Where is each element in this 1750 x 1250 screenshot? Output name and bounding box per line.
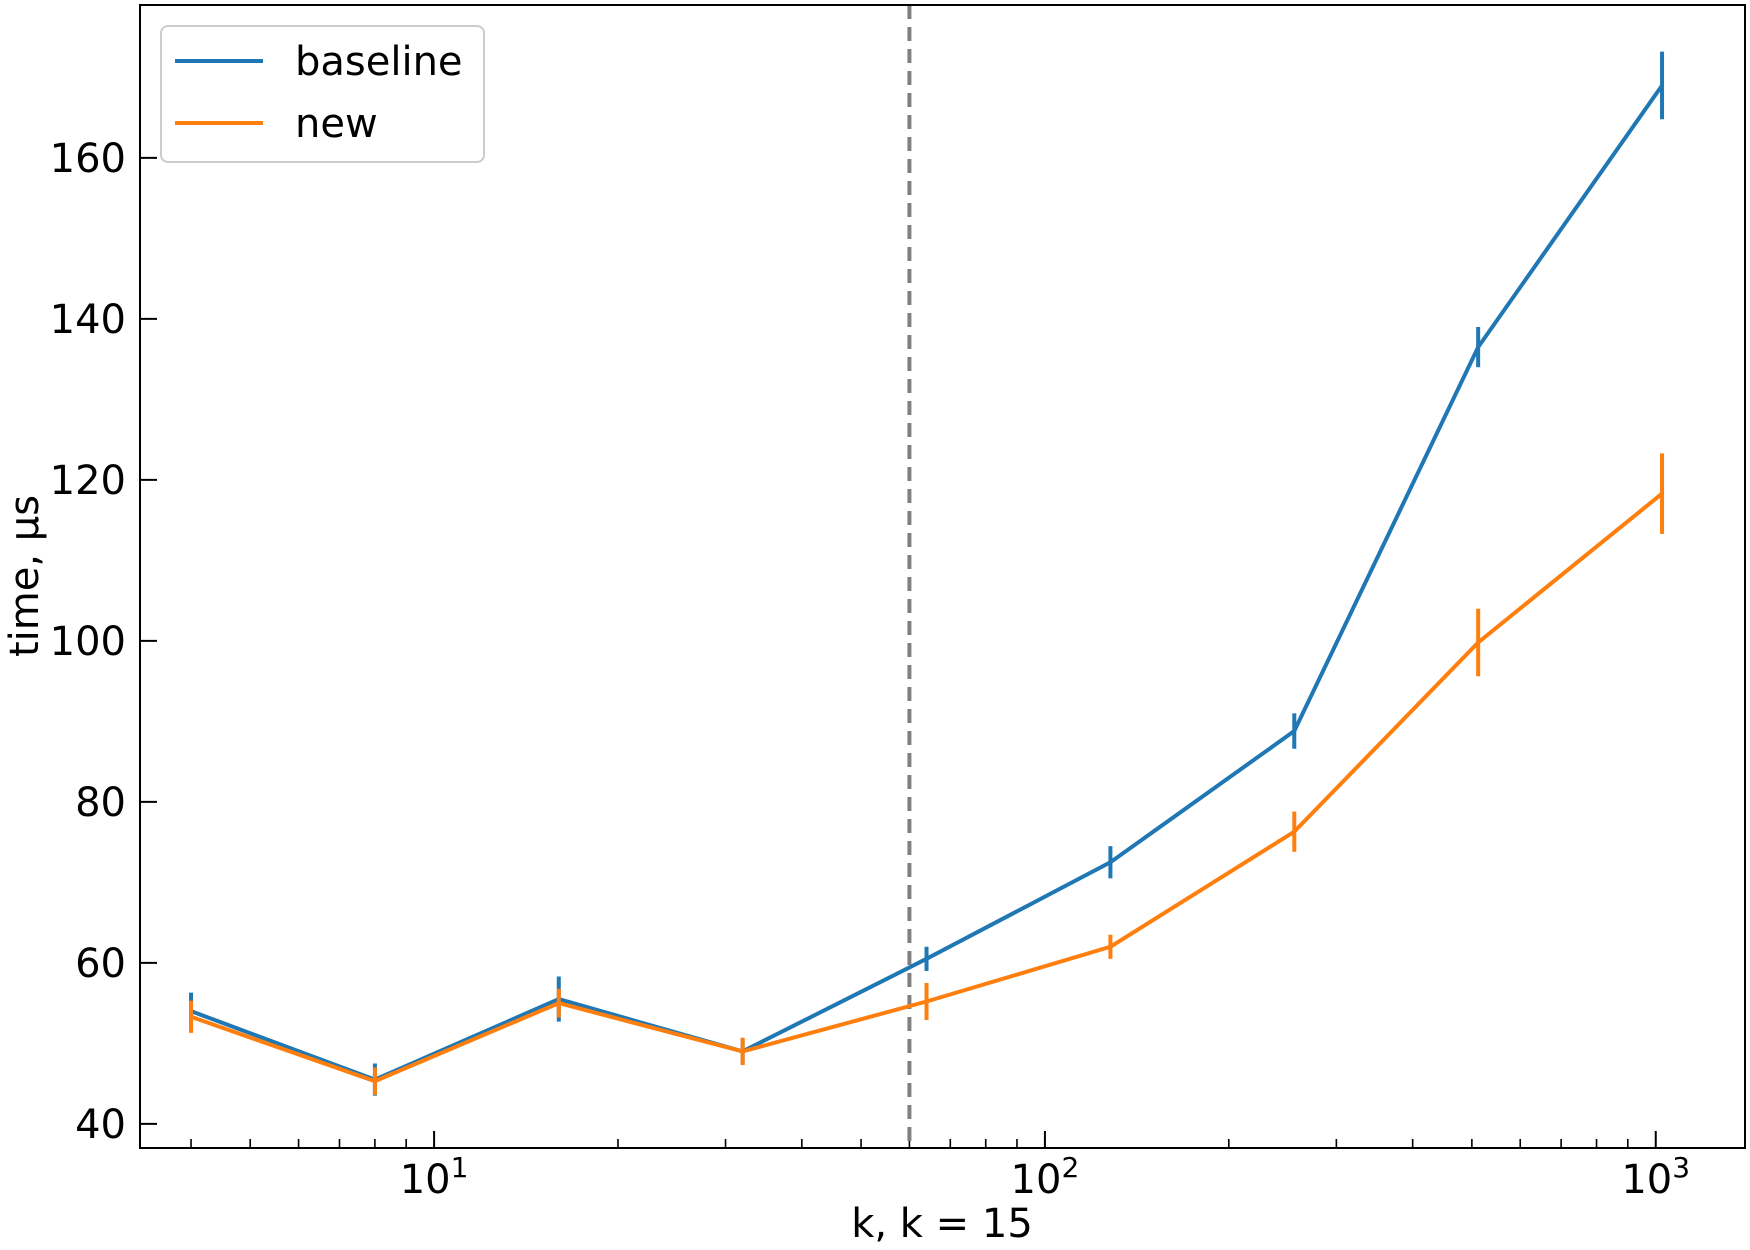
data-point [1660,491,1665,496]
data-point [1108,860,1113,865]
data-point [924,999,929,1004]
tick-labels: 101 102 103 40 60 80 100 120 140 160 [50,136,1690,1203]
data-point [372,1079,377,1084]
series-layer [189,51,1665,1096]
x-tick-label: 101 [400,1151,469,1203]
series-new [189,453,1665,1095]
legend: baseline new [160,25,485,163]
data-point [189,1014,194,1019]
data-point [740,1049,745,1054]
x-tick-label: 103 [1621,1151,1690,1203]
y-tick-label: 140 [50,297,126,343]
series-baseline [189,51,1665,1096]
y-axis-label: time, µs [2,495,48,657]
y-tick-label: 40 [75,1102,126,1148]
major-ticks [140,156,1657,1148]
data-point [1292,729,1297,734]
x-tick-label: 102 [1011,1151,1080,1203]
y-tick-label: 100 [50,619,126,665]
legend-label-baseline: baseline [295,39,463,85]
data-point [1476,345,1481,350]
data-point [556,1001,561,1006]
y-tick-label: 80 [75,780,126,826]
data-point [1660,83,1665,88]
x-axis-label: k, k = 15 [851,1201,1033,1247]
minor-ticks [190,1139,1629,1148]
data-point [1292,829,1297,834]
data-point [1108,944,1113,949]
data-point [924,956,929,961]
legend-label-new: new [295,101,378,147]
plot-frame [139,4,1746,1149]
y-tick-label: 120 [50,458,126,504]
data-point [1476,640,1481,645]
y-tick-label: 60 [75,941,126,987]
y-tick-label: 160 [50,136,126,182]
